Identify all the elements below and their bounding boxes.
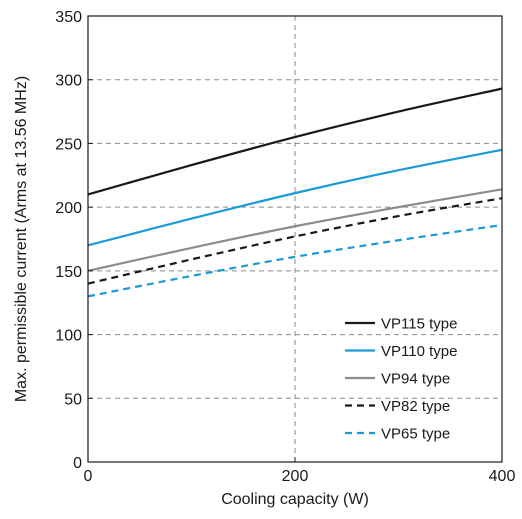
x-tick-label: 0 (84, 468, 93, 485)
x-tick-label: 200 (282, 468, 309, 485)
series-line-vp82-type (87, 197, 503, 285)
y-tick-label: 300 (55, 73, 82, 90)
y-tick-label: 50 (64, 391, 82, 408)
y-axis-title: Max. permissible current (Arms at 13.56 … (13, 76, 30, 402)
grid-lines (88, 16, 502, 462)
series-line-vp65-type (87, 223, 503, 298)
series-line-vp110-type (87, 148, 503, 247)
x-axis-title: Cooling capacity (W) (221, 491, 369, 508)
y-tick-label: 100 (55, 328, 82, 345)
legend-label: VP115 type (381, 316, 457, 333)
legend: VP115 type VP110 type VP94 type VP82 type VP… (345, 316, 457, 443)
x-tick-label: 400 (489, 468, 516, 485)
series-lines (87, 87, 503, 298)
y-tick-label: 200 (55, 200, 82, 217)
legend-label: VP94 type (381, 371, 450, 388)
series-line-vp115-type (87, 87, 503, 196)
legend-label: VP82 type (381, 398, 450, 415)
axis-ticks: 0 50 100 150 200 250 300 350 0 200 400 (55, 9, 515, 485)
legend-label: VP65 type (381, 426, 450, 443)
y-tick-label: 250 (55, 136, 82, 153)
y-tick-label: 150 (55, 264, 82, 281)
y-tick-label: 0 (73, 455, 82, 472)
legend-label: VP110 type (381, 343, 457, 360)
series-line-vp94-type (87, 188, 503, 272)
y-tick-label: 350 (55, 9, 82, 26)
